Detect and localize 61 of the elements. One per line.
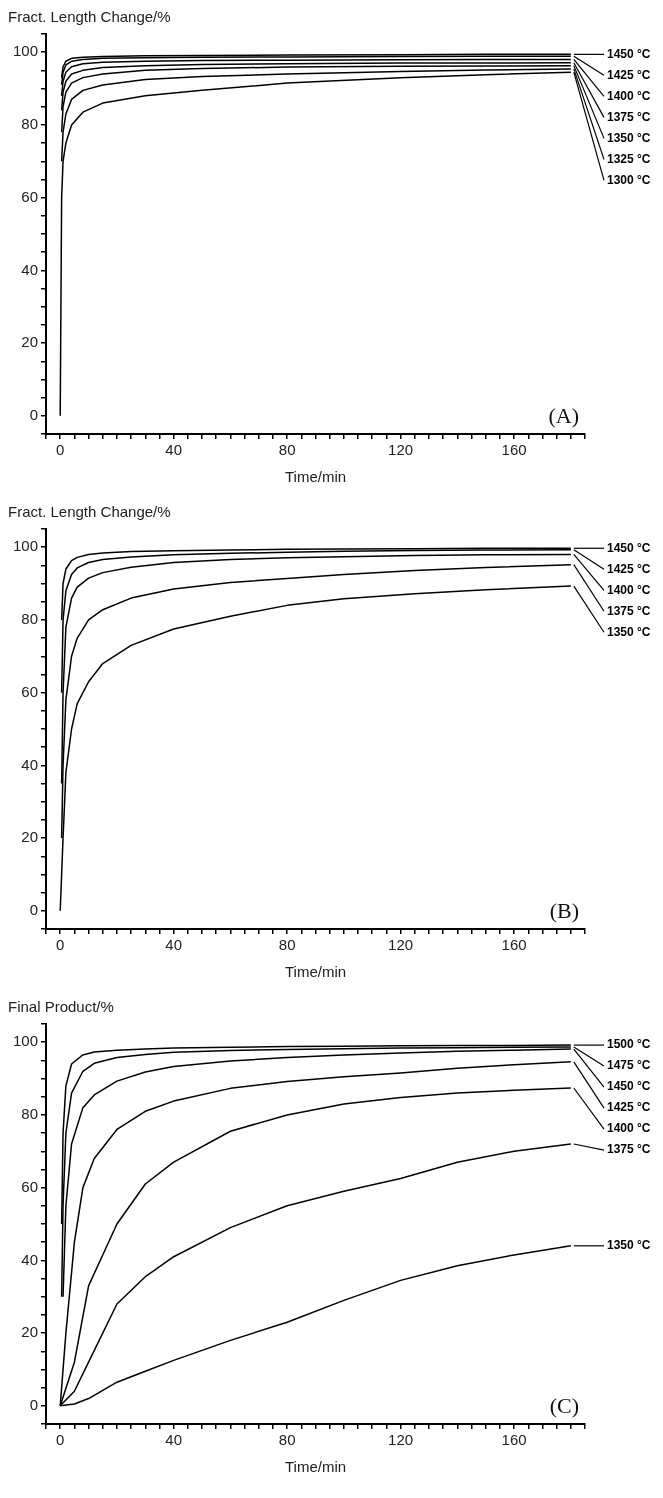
x-tick-label: 160: [501, 1431, 527, 1449]
legend-label: 1350 °C: [607, 1238, 651, 1253]
text: 1475 °C: [607, 1058, 651, 1073]
x-tick-label: 80: [278, 936, 296, 954]
y-tick-label: 100: [13, 537, 39, 555]
x-tick-label: 120: [388, 1431, 414, 1449]
y-tick-label: 0: [29, 900, 39, 918]
x-tick-label: 0: [56, 1431, 65, 1449]
x-tick-label: 120: [388, 936, 414, 954]
y-tick-label: 60: [21, 682, 39, 700]
text: 1400 °C: [607, 88, 651, 103]
y-tick-label: 20: [21, 828, 39, 846]
legend-label: 1450 °C: [607, 540, 651, 555]
x-tick-label: 160: [501, 441, 527, 459]
y-tick-label: 80: [21, 115, 39, 133]
y-tick-label: 40: [21, 755, 39, 773]
legend-label: 1450 °C: [607, 46, 651, 61]
y-tick-label: 80: [21, 1105, 39, 1123]
text: 1350 °C: [607, 130, 651, 145]
x-tick-label: 160: [501, 936, 527, 954]
x-axis-title: Time/min: [284, 1458, 347, 1476]
y-tick-label: 0: [29, 405, 39, 423]
x-axis-title: Time/min: [284, 468, 347, 486]
y-axis-title: Final Product/%: [8, 998, 114, 1015]
x-tick-label: 120: [388, 441, 414, 459]
y-tick-label: 20: [21, 1323, 39, 1341]
x-tick-label: 0: [56, 936, 65, 954]
y-tick-label: 100: [13, 42, 39, 60]
y-tick-label: 40: [21, 260, 39, 278]
text: 1425 °C: [607, 1100, 651, 1115]
y-tick-label: 80: [21, 610, 39, 628]
annotation: (B): [549, 897, 579, 923]
text: 1425 °C: [607, 561, 651, 576]
y-tick-label: 0: [29, 1395, 39, 1413]
annotation: (C): [549, 1392, 579, 1418]
text: 1400 °C: [607, 1121, 651, 1136]
text: 1350 °C: [607, 624, 651, 639]
x-tick-label: 80: [278, 441, 296, 459]
text: 1400 °C: [607, 582, 651, 597]
text: 1425 °C: [607, 67, 651, 82]
text: 1325 °C: [607, 151, 651, 166]
legend-label: 1500 °C: [607, 1037, 651, 1052]
y-tick-label: 60: [21, 1177, 39, 1195]
annotation: (A): [548, 402, 579, 428]
x-axis-title: Time/min: [284, 963, 347, 981]
x-tick-label: 40: [165, 936, 183, 954]
y-axis-title: Fract. Length Change/%: [8, 503, 171, 520]
x-tick-label: 40: [165, 441, 183, 459]
y-axis-title: Fract. Length Change/%: [8, 8, 171, 25]
text: 1450 °C: [607, 1079, 651, 1094]
text: 1300 °C: [607, 172, 651, 187]
text: 1375 °C: [607, 109, 651, 124]
x-tick-label: 80: [278, 1431, 296, 1449]
y-tick-label: 100: [13, 1032, 39, 1050]
y-tick-label: 20: [21, 333, 39, 351]
legend-label: 1375 °C: [607, 1142, 651, 1157]
text: 1375 °C: [607, 603, 651, 618]
y-tick-label: 40: [21, 1250, 39, 1268]
x-tick-label: 40: [165, 1431, 183, 1449]
x-tick-label: 0: [56, 441, 65, 459]
y-tick-label: 60: [21, 187, 39, 205]
